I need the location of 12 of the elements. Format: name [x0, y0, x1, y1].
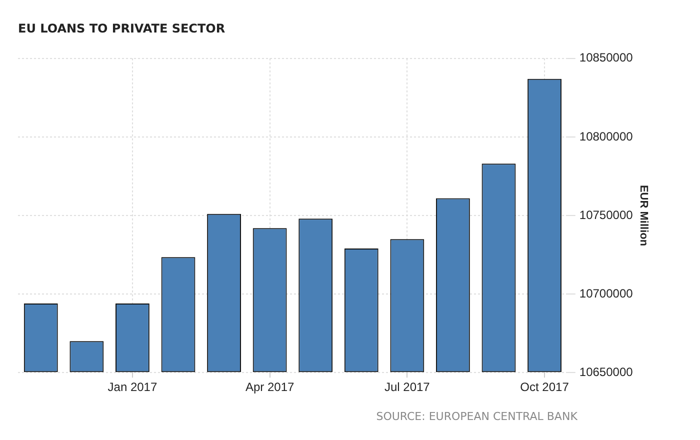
x-tick-label: Jan 2017 — [108, 380, 158, 394]
y-tick-label: 10850000 — [579, 50, 634, 65]
y-axis-title: EUR Million — [637, 184, 650, 246]
chart-title: EU LOANS TO PRIVATE SECTOR — [18, 21, 226, 36]
x-tick-label: Jul 2017 — [384, 380, 430, 394]
y-tick-label: 10650000 — [579, 364, 634, 379]
source-note: SOURCE: EUROPEAN CENTRAL BANK — [376, 410, 578, 423]
y-tick-label: 10700000 — [579, 286, 634, 300]
x-tick-label: Oct 2017 — [520, 380, 570, 394]
x-tick-label: Apr 2017 — [245, 380, 294, 394]
y-tick-label: 10750000 — [579, 208, 634, 222]
y-tick-label: 10800000 — [579, 129, 634, 144]
